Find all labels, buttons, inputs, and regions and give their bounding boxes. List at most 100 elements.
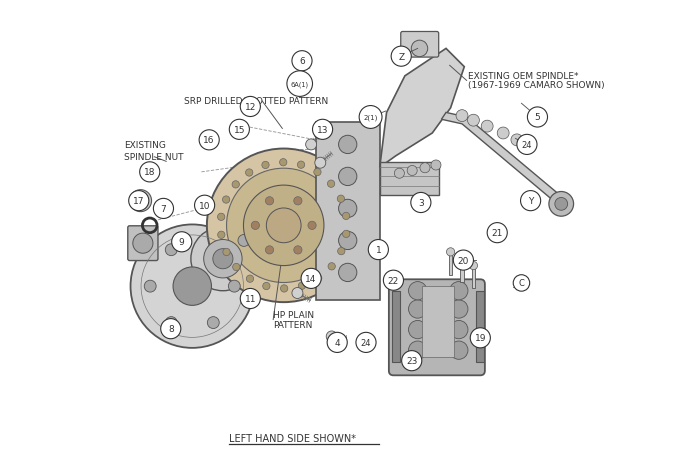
Circle shape [409,300,427,319]
Text: 11: 11 [244,294,256,303]
Bar [472,268,475,289]
Circle shape [517,135,537,155]
FancyBboxPatch shape [401,33,439,58]
Text: Z: Z [398,53,405,62]
Text: 12: 12 [244,103,256,112]
Circle shape [337,248,345,255]
Circle shape [301,269,321,289]
Text: 18: 18 [144,168,155,177]
Circle shape [391,47,412,67]
Circle shape [133,234,153,254]
Text: 20: 20 [458,256,469,265]
Circle shape [218,232,225,239]
Circle shape [153,199,174,219]
Circle shape [409,282,427,300]
Bar [422,286,454,357]
Circle shape [240,97,260,117]
Circle shape [144,280,156,292]
Polygon shape [442,113,565,209]
Circle shape [315,158,326,169]
Text: 13: 13 [317,126,328,134]
Text: Y: Y [528,197,533,206]
Circle shape [251,222,260,230]
Circle shape [281,285,288,292]
Circle shape [394,169,405,179]
Circle shape [308,222,316,230]
Bar [379,162,439,195]
Circle shape [409,341,427,359]
Circle shape [227,169,341,283]
Circle shape [161,319,181,339]
Circle shape [172,232,192,252]
Circle shape [549,192,573,217]
Circle shape [223,249,230,256]
Circle shape [218,214,225,221]
Text: 5: 5 [535,113,540,122]
Text: 21: 21 [491,229,503,238]
Circle shape [223,196,230,204]
Circle shape [294,197,302,206]
Circle shape [231,228,257,254]
Circle shape [312,120,332,140]
Circle shape [327,333,347,353]
Circle shape [447,248,455,257]
Circle shape [339,200,357,218]
Circle shape [431,161,441,171]
Circle shape [246,169,253,177]
Circle shape [173,267,211,306]
Circle shape [521,191,540,211]
Circle shape [326,331,337,342]
FancyBboxPatch shape [389,280,485,375]
Polygon shape [379,49,464,168]
FancyBboxPatch shape [128,226,158,261]
Text: SRP DRILLED/SLOTTED PATTERN: SRP DRILLED/SLOTTED PATTERN [185,96,329,105]
Text: 23: 23 [406,356,417,365]
Circle shape [468,115,480,127]
Circle shape [328,263,335,270]
Text: 7: 7 [160,204,167,213]
Bar [476,291,484,362]
Text: SPINDLE NUT: SPINDLE NUT [124,153,183,162]
Circle shape [402,351,422,371]
Circle shape [449,341,468,359]
Circle shape [251,220,267,236]
Circle shape [339,136,357,154]
Text: 24: 24 [522,140,532,150]
Circle shape [497,128,509,140]
Text: C: C [519,279,524,288]
Circle shape [356,333,376,353]
Text: 4: 4 [335,338,340,347]
Circle shape [314,169,321,176]
Circle shape [207,149,360,302]
Circle shape [292,288,303,299]
Text: PATTERN: PATTERN [273,320,313,329]
Circle shape [130,190,152,212]
Circle shape [487,223,508,243]
Text: 14: 14 [305,274,317,283]
Circle shape [449,321,468,339]
Circle shape [513,275,530,291]
Text: (1967-1969 CAMARO SHOWN): (1967-1969 CAMARO SHOWN) [468,81,605,90]
Circle shape [511,134,523,146]
Circle shape [140,162,160,183]
Text: 3: 3 [418,199,424,207]
Circle shape [199,130,219,151]
Circle shape [412,41,428,57]
Text: 1: 1 [375,246,382,255]
Circle shape [359,106,382,129]
Circle shape [262,220,269,228]
Circle shape [230,120,249,140]
Circle shape [244,186,324,266]
Text: 6: 6 [299,57,305,66]
Circle shape [449,282,468,300]
Circle shape [129,191,149,211]
Text: 15: 15 [234,126,245,134]
Text: LEFT HAND SIDE SHOWN*: LEFT HAND SIDE SHOWN* [229,433,356,443]
Bar [392,291,400,362]
Circle shape [481,121,493,133]
Text: 9: 9 [179,238,185,247]
Circle shape [337,196,344,203]
Circle shape [228,280,240,292]
Text: 16: 16 [204,136,215,145]
Circle shape [527,108,547,128]
